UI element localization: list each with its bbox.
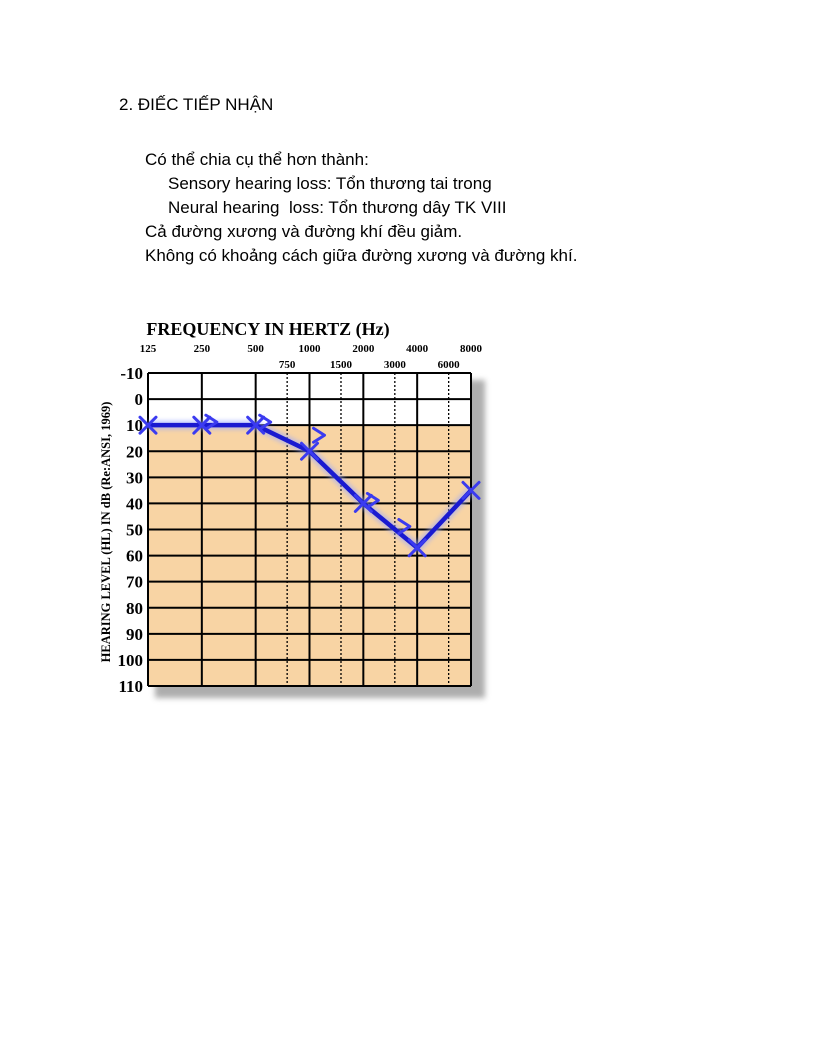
audiogram-chart: FREQUENCY IN HERTZ (Hz) 125 250 500 1000 200… — [99, 319, 485, 698]
x-tick-label: 8000 — [460, 343, 483, 355]
chart-title: FREQUENCY IN HERTZ (Hz) — [146, 319, 389, 340]
y-tick-label: 50 — [126, 521, 143, 540]
y-tick-label: 90 — [126, 625, 143, 644]
x-minor-tick-label: 3000 — [384, 359, 407, 371]
x-minor-tick-label: 1500 — [330, 359, 353, 371]
y-tick-label: 0 — [135, 390, 144, 409]
x-marker — [192, 415, 212, 435]
x-tick-label: 2000 — [352, 343, 375, 355]
y-tick-label: -10 — [120, 364, 143, 383]
x-minor-tick-label: 6000 — [438, 359, 461, 371]
y-tick-label: 110 — [118, 677, 143, 696]
x-tick-label: 1000 — [299, 343, 322, 355]
x-tick-label: 250 — [194, 343, 211, 355]
x-marker — [246, 415, 266, 435]
x-marker — [461, 480, 481, 500]
intro-line-5: Không có khoảng cách giữa đường xương và… — [145, 246, 578, 265]
bone-marker — [258, 413, 273, 431]
bone-marker — [365, 491, 380, 509]
intro-line-4: Cả đường xương và đường khí đều giảm. — [145, 222, 463, 241]
y-tick-label: 100 — [118, 651, 144, 670]
x-marker — [407, 538, 427, 558]
bone-marker — [397, 518, 412, 535]
y-tick-label: 30 — [126, 468, 143, 487]
y-tick-label: 20 — [126, 442, 143, 461]
bone-marker — [204, 413, 219, 431]
bone-marker — [312, 426, 326, 444]
x-tick-label: 4000 — [406, 343, 429, 355]
y-tick-label: 80 — [126, 599, 143, 618]
y-tick-label: 70 — [126, 573, 143, 592]
intro-line-1: Có thể chia cụ thể hơn thành: — [145, 150, 369, 169]
y-tick-label: 60 — [126, 547, 143, 566]
intro-line-2: Sensory hearing loss: Tổn thương tai tro… — [168, 174, 492, 193]
y-tick-label: 10 — [126, 416, 143, 435]
x-tick-label: 125 — [140, 343, 157, 355]
x-minor-tick-label: 750 — [279, 359, 296, 371]
section-heading: 2. ĐIẾC TIẾP NHẬN — [119, 95, 274, 114]
x-tick-label: 500 — [247, 343, 264, 355]
intro-text: Có thể chia cụ thể hơn thành: Sensory he… — [145, 148, 577, 268]
x-marker — [300, 441, 319, 461]
x-marker — [138, 415, 158, 435]
y-axis-title: HEARING LEVEL (HL) IN dB (Re:ANSI, 1969) — [99, 402, 113, 663]
y-tick-label: 40 — [126, 494, 143, 513]
x-marker — [353, 493, 373, 513]
intro-line-3: Neural hearing loss: Tổn thương dây TK V… — [168, 198, 507, 217]
